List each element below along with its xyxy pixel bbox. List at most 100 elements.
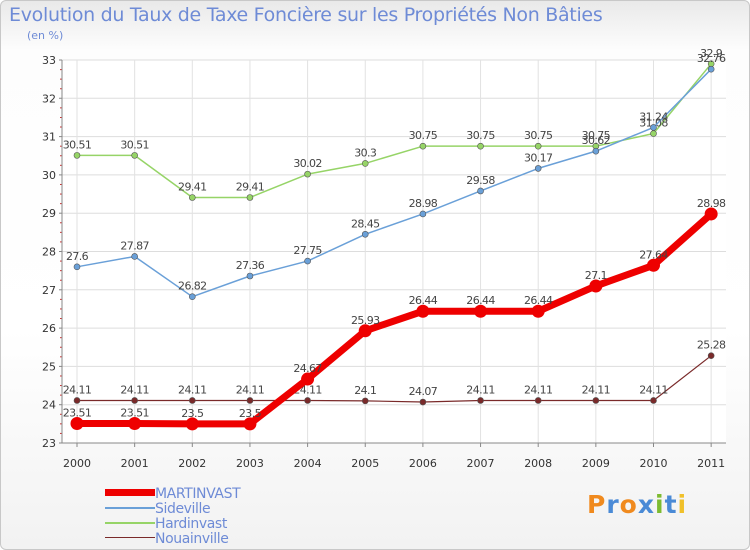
- data-point-sideville: [650, 124, 657, 131]
- x-tick-label: 2007: [467, 457, 495, 470]
- data-point-hardinvast: [304, 170, 311, 178]
- y-tick-label: 33: [42, 54, 56, 67]
- data-label-nouainville: 24.11: [63, 383, 92, 396]
- data-point-hardinvast: [73, 152, 81, 159]
- data-label-sideville: 28.45: [351, 217, 380, 230]
- data-point-sideville: [361, 230, 369, 238]
- data-label-hardinvast: 30.75: [466, 129, 495, 142]
- y-tick-label: 28: [42, 246, 56, 259]
- data-label-sideville: 30.62: [582, 134, 611, 147]
- data-label-sideville: 27.87: [120, 239, 149, 252]
- data-label-martinvast: 23.5: [239, 407, 262, 420]
- data-label-martinvast: 25.93: [351, 314, 380, 327]
- logo-letter: P: [587, 490, 607, 519]
- data-point-martinvast: [531, 304, 545, 318]
- data-point-sideville: [73, 263, 81, 271]
- data-point-martinvast: [474, 304, 488, 318]
- logo-letter: x: [637, 490, 655, 519]
- data-label-sideville: 30.17: [524, 151, 553, 164]
- x-tick-label: 2005: [351, 457, 379, 470]
- data-label-martinvast: 23.5: [181, 407, 204, 420]
- data-point-martinvast: [358, 324, 372, 338]
- data-label-nouainville: 24.11: [236, 383, 265, 396]
- data-point-sideville: [304, 257, 311, 265]
- data-label-martinvast: 26.44: [409, 294, 438, 307]
- x-tick-label: 2011: [697, 457, 725, 470]
- y-tick-label: 29: [42, 207, 56, 220]
- chart-subtitle: (en %): [27, 29, 64, 42]
- data-point-martinvast: [185, 417, 199, 431]
- data-label-martinvast: 27.64: [639, 248, 668, 261]
- x-tick-label: 2002: [178, 457, 206, 470]
- data-point-hardinvast: [419, 142, 427, 150]
- logo-letter: o: [619, 490, 638, 519]
- series-line-martinvast: [73, 210, 715, 428]
- data-label-sideville: 29.58: [466, 174, 495, 187]
- data-label-sideville: 31.24: [639, 110, 668, 123]
- data-label-sideville: 27.75: [293, 244, 322, 257]
- data-label-hardinvast: 30.75: [582, 129, 611, 142]
- x-tick-label: 2010: [640, 457, 668, 470]
- data-label-sideville: 28.98: [409, 197, 438, 210]
- data-point-nouainville: [246, 397, 254, 404]
- data-point-nouainville: [477, 397, 484, 404]
- data-point-martinvast: [647, 258, 660, 272]
- data-label-hardinvast: 30.02: [293, 157, 322, 170]
- data-label-hardinvast: 29.41: [178, 180, 207, 193]
- x-tick-label: 2009: [582, 457, 610, 470]
- data-label-martinvast: 26.44: [466, 294, 495, 307]
- data-label-martinvast: 27.1: [585, 269, 607, 282]
- data-point-martinvast: [128, 416, 142, 430]
- data-point-nouainville: [534, 397, 542, 404]
- data-label-hardinvast: 30.51: [120, 138, 149, 151]
- legend-label: Hardinvast: [155, 516, 227, 532]
- data-point-martinvast: [704, 207, 718, 221]
- logo-letter: t: [664, 490, 678, 519]
- data-label-nouainville: 24.11: [178, 383, 207, 396]
- data-point-sideville: [246, 272, 254, 280]
- legend-label: Nouainville: [155, 531, 229, 547]
- series-line-sideville: [76, 68, 712, 298]
- data-point-martinvast: [589, 279, 603, 293]
- data-point-nouainville: [189, 397, 196, 404]
- data-point-nouainville: [650, 397, 657, 404]
- data-label-martinvast: 23.51: [120, 406, 149, 419]
- data-point-nouainville: [304, 397, 311, 404]
- data-point-nouainville: [592, 397, 600, 404]
- data-label-hardinvast: 30.51: [63, 138, 92, 151]
- data-label-nouainville: 24.11: [582, 383, 611, 396]
- data-label-hardinvast: 30.75: [524, 129, 553, 142]
- y-tick-label: 27: [42, 284, 56, 297]
- series-line-hardinvast: [76, 63, 712, 199]
- proxiti-logo: Proxiti: [587, 490, 687, 519]
- data-point-hardinvast: [361, 160, 369, 167]
- data-point-martinvast: [70, 416, 84, 430]
- legend-label: MARTINVAST: [155, 486, 241, 502]
- x-tick-label: 2004: [294, 457, 322, 470]
- y-tick-label: 30: [42, 169, 56, 182]
- data-point-hardinvast: [534, 142, 542, 150]
- legend-swatch: [105, 489, 155, 496]
- data-label-martinvast: 26.44: [524, 294, 553, 307]
- data-point-martinvast: [416, 304, 430, 318]
- data-point-sideville: [592, 147, 600, 155]
- data-label-hardinvast: 30.75: [409, 129, 438, 142]
- y-tick-label: 26: [42, 322, 56, 335]
- data-point-sideville: [189, 293, 196, 300]
- data-point-nouainville: [361, 397, 369, 405]
- data-label-martinvast: 28.98: [697, 197, 726, 210]
- data-label-hardinvast: 32.9: [700, 47, 723, 60]
- data-point-hardinvast: [477, 142, 484, 150]
- x-tick-label: 2008: [524, 457, 552, 470]
- data-label-martinvast: 24.67: [293, 362, 322, 375]
- legend-swatch: [105, 507, 155, 509]
- data-label-nouainville: 24.1: [354, 384, 376, 397]
- y-tick-label: 24: [42, 399, 56, 412]
- data-label-nouainville: 24.11: [639, 383, 668, 396]
- data-label-nouainville: 24.11: [466, 383, 495, 396]
- data-label-sideville: 32.76: [697, 52, 726, 65]
- y-tick-label: 31: [42, 131, 56, 144]
- legend-swatch: [105, 522, 155, 524]
- data-point-nouainville: [707, 352, 715, 359]
